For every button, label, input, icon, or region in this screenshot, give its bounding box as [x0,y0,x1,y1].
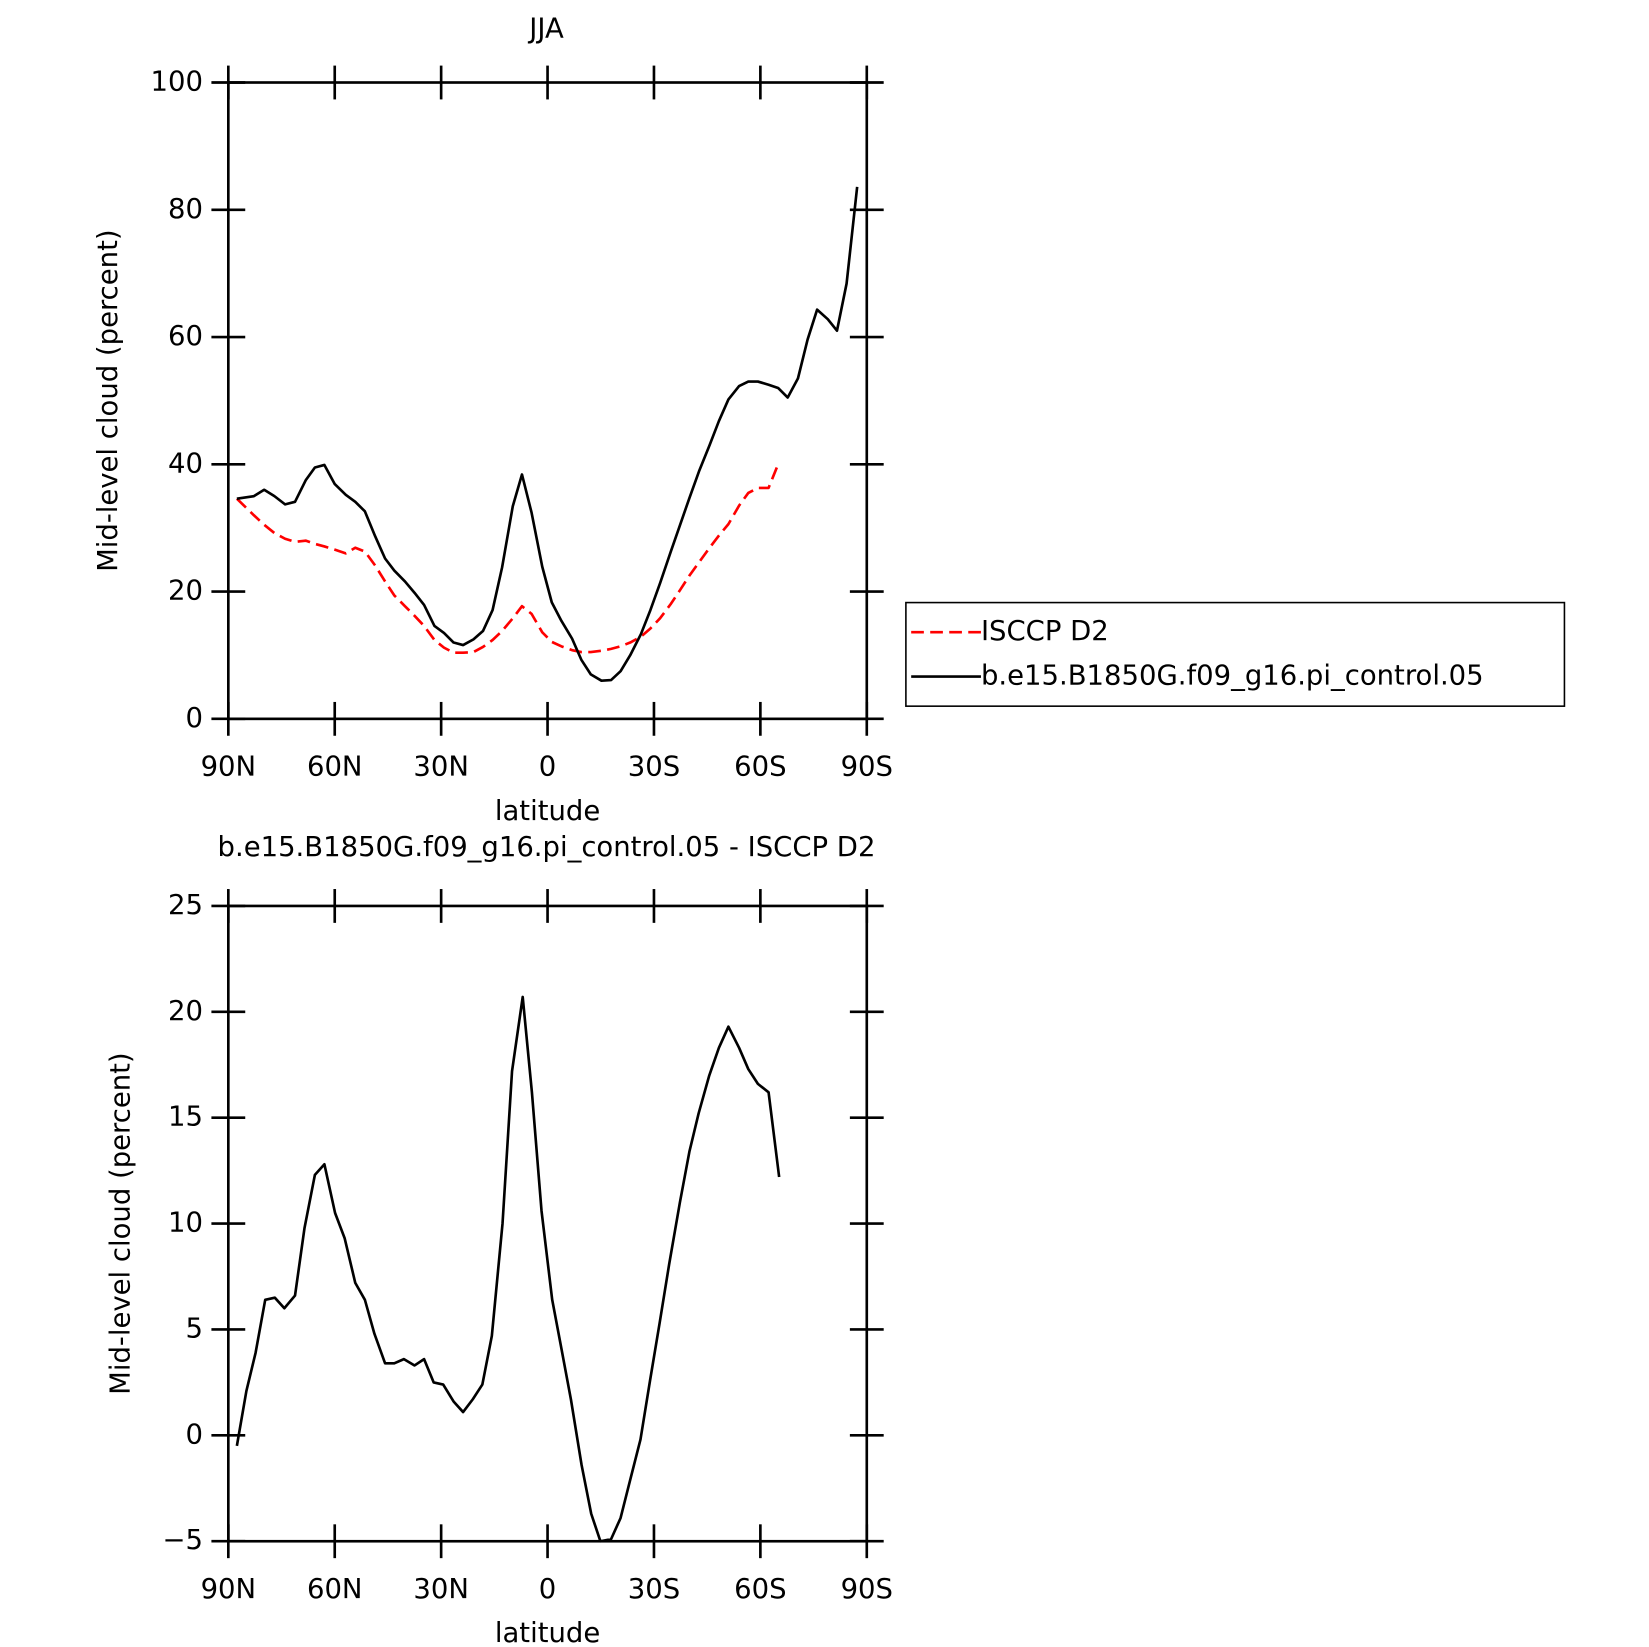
y-tick-label: 100 [151,66,203,98]
y-tick-label: 10 [168,1207,203,1239]
x-tick-label: 60N [307,1573,363,1605]
legend-box [905,601,1566,707]
x-tick-label: 0 [539,1573,556,1605]
x-tick-label: 30S [628,750,680,782]
x-axis-label: latitude [495,795,600,827]
chart-title: JJA [527,13,564,45]
y-tick-label: 15 [168,1101,203,1133]
x-tick-label: 90S [841,750,893,782]
y-tick-label: −5 [162,1524,203,1556]
plot-frame [227,904,869,1543]
y-tick-label: 40 [168,447,203,479]
plot-frame [227,81,869,721]
y-axis-label: Mid-level cloud (percent) [105,1052,137,1395]
y-tick-label: 25 [168,889,203,921]
x-tick-label: 30S [628,1573,680,1605]
x-tick-label: 60S [734,1573,786,1605]
legend-label: b.e15.B1850G.f09_g16.pi_control.05 [981,660,1484,692]
x-tick-label: 30N [413,1573,469,1605]
y-axis-label: Mid-level cloud (percent) [92,229,124,571]
x-tick-label: 60S [734,750,786,782]
x-tick-label: 0 [539,750,556,782]
y-tick-label: 5 [185,1312,202,1344]
series-line [235,995,781,1543]
y-tick-label: 0 [185,702,202,734]
y-tick-label: 20 [168,575,203,607]
x-tick-label: 60N [307,750,363,782]
series-line [236,186,859,683]
y-tick-label: 20 [168,995,203,1027]
y-tick-label: 80 [168,193,203,225]
y-tick-label: 60 [168,320,203,352]
series-line [235,463,780,655]
chart-title: b.e15.B1850G.f09_g16.pi_control.05 - ISC… [218,831,876,863]
x-tick-label: 90N [201,750,257,782]
y-tick-label: 0 [185,1418,202,1450]
x-tick-label: 30N [413,750,469,782]
x-tick-label: 90S [841,1573,893,1605]
x-tick-label: 90N [201,1573,257,1605]
legend-label: ISCCP D2 [981,615,1109,647]
x-axis-label: latitude [495,1617,600,1647]
